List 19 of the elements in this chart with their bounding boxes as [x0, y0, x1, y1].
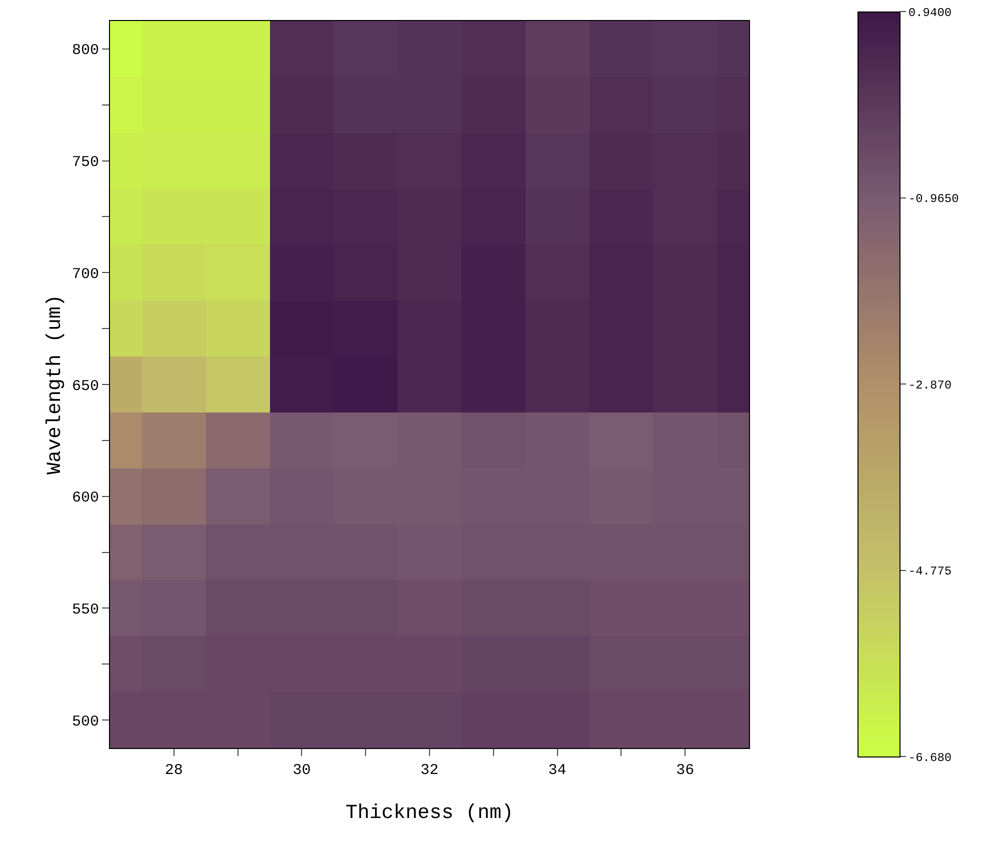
- color-bar-label: -0.9650: [908, 192, 959, 206]
- x-axis-title: Thickness (nm): [345, 802, 514, 825]
- x-tick-label: 30: [292, 762, 311, 779]
- color-bar-label: -6.680: [908, 750, 952, 765]
- x-tick-label: 28: [164, 762, 183, 779]
- x-tick-label: 32: [420, 762, 439, 779]
- x-tick-label: 34: [548, 762, 566, 779]
- color-bar-label: 0.9400: [908, 6, 952, 20]
- color-bar-label: -4.775: [908, 564, 952, 579]
- y-tick-label: 600: [72, 490, 99, 507]
- y-tick-label: 800: [72, 42, 99, 60]
- y-tick-label: 500: [72, 713, 99, 730]
- y-tick-label: 550: [72, 601, 99, 618]
- y-tick-label: 750: [72, 154, 99, 172]
- y-axis-title: Wavelength (um): [44, 294, 67, 475]
- x-tick-label: 36: [676, 762, 694, 779]
- color-bar-label: -2.870: [908, 378, 952, 392]
- y-tick-label: 700: [72, 266, 99, 283]
- y-tick-label: 650: [72, 378, 99, 395]
